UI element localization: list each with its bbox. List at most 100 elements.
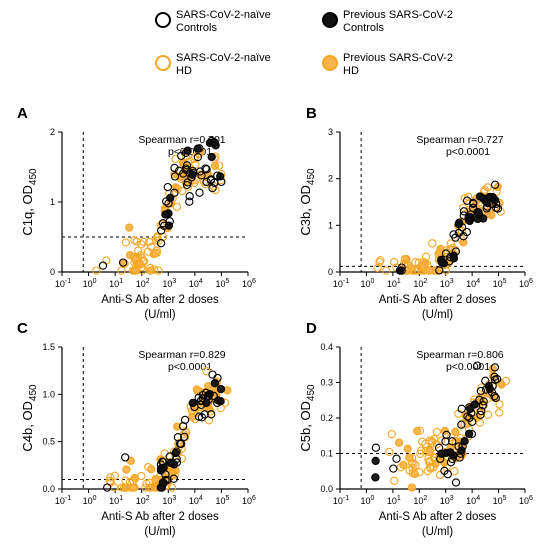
x-tick-label: 100 — [83, 278, 97, 289]
data-point — [151, 474, 160, 484]
x-tick-label: 101 — [387, 495, 401, 506]
data-point — [145, 237, 154, 247]
x-tick-label: 10-1 — [333, 278, 349, 289]
data-point — [416, 449, 425, 458]
data-point — [464, 213, 473, 222]
data-point — [197, 413, 207, 422]
y-tick-label: 1.0 — [42, 389, 55, 399]
data-point — [187, 406, 197, 416]
data-point — [106, 473, 115, 482]
legend-label: Previous SARS-CoV-2 — [343, 9, 453, 21]
data-point — [156, 220, 165, 230]
data-point — [156, 460, 166, 469]
y-tick-label: 3 — [328, 127, 333, 137]
x-tick-label: 105 — [493, 278, 507, 289]
data-point — [440, 466, 449, 475]
panel-label: C — [17, 320, 28, 337]
data-point — [399, 460, 408, 470]
data-point — [161, 470, 170, 479]
x-axis-title: Anti-S Ab after 2 doses — [379, 511, 497, 523]
data-point — [425, 436, 434, 446]
data-point — [110, 471, 119, 480]
scatter-points — [373, 180, 505, 275]
x-tick-label: 105 — [215, 278, 229, 289]
data-point — [145, 483, 154, 492]
data-point — [161, 210, 170, 219]
data-point — [407, 483, 417, 492]
x-tick-label: 10-1 — [333, 495, 349, 506]
data-point — [389, 464, 398, 473]
data-point — [464, 192, 473, 201]
data-point — [434, 443, 444, 452]
legend-marker — [155, 12, 171, 28]
legend-label: Controls — [176, 22, 217, 34]
data-point — [171, 448, 180, 458]
legend-marker — [322, 12, 338, 28]
y-tick-label: 0.5 — [42, 437, 55, 447]
data-point — [408, 463, 417, 472]
data-point — [435, 266, 444, 275]
data-point — [154, 266, 163, 275]
data-point — [454, 409, 463, 418]
data-point — [479, 397, 488, 406]
data-point — [118, 258, 128, 267]
data-point — [397, 263, 406, 272]
data-point — [488, 364, 497, 374]
data-point — [462, 227, 471, 237]
data-point — [210, 138, 219, 147]
data-point — [203, 392, 213, 401]
p-value: p<0.0001 — [446, 146, 490, 158]
data-point — [371, 473, 380, 482]
data-point — [371, 443, 381, 452]
data-point — [482, 204, 491, 213]
data-point — [200, 410, 209, 419]
data-point — [147, 465, 156, 474]
data-point — [134, 246, 143, 255]
x-tick-label: 104 — [466, 495, 480, 506]
data-point — [151, 249, 160, 258]
data-point — [121, 238, 131, 247]
data-point — [172, 454, 181, 464]
y-tick-label: 1 — [50, 197, 55, 207]
y-tick-label: 0 — [328, 267, 333, 277]
data-point — [474, 208, 483, 217]
data-point — [121, 476, 130, 485]
x-tick-label: 100 — [83, 495, 97, 506]
spearman-r: Spearman r=0.806 — [416, 349, 503, 361]
y-tick-label: 2 — [328, 174, 333, 184]
data-point — [371, 456, 380, 466]
data-point — [454, 218, 464, 227]
data-point — [425, 447, 434, 456]
data-point — [122, 465, 131, 474]
data-point — [208, 370, 217, 379]
data-point — [157, 226, 166, 235]
y-axis-title: C4b, OD450 — [20, 384, 39, 452]
data-point — [425, 266, 434, 275]
panel-b: B 0 1 2 3 10-1 100 101 102 103 104 105 106 C3b, OD450… — [298, 105, 533, 321]
data-point — [207, 152, 216, 162]
data-point — [432, 427, 442, 437]
x-tick-label: 105 — [215, 495, 229, 506]
data-point — [490, 392, 499, 401]
data-point — [146, 263, 155, 273]
data-point — [117, 266, 126, 275]
x-axis-title: (U/ml) — [144, 309, 175, 321]
data-point — [172, 202, 182, 212]
legend-label: SARS-CoV-2-naïve — [176, 52, 271, 64]
y-tick-label: 1 — [328, 220, 333, 230]
data-point — [195, 188, 204, 197]
x-tick-label: 10-1 — [55, 278, 71, 289]
data-point — [102, 256, 111, 265]
x-tick-label: 106 — [519, 278, 533, 289]
y-tick-label: 2 — [50, 127, 55, 137]
x-tick-label: 102 — [413, 495, 427, 506]
data-point — [180, 432, 189, 441]
panel-label: A — [17, 105, 28, 122]
data-point — [156, 239, 166, 248]
data-point — [385, 447, 394, 457]
data-point — [185, 192, 194, 201]
x-tick-label: 101 — [109, 495, 123, 506]
data-point — [426, 464, 435, 473]
